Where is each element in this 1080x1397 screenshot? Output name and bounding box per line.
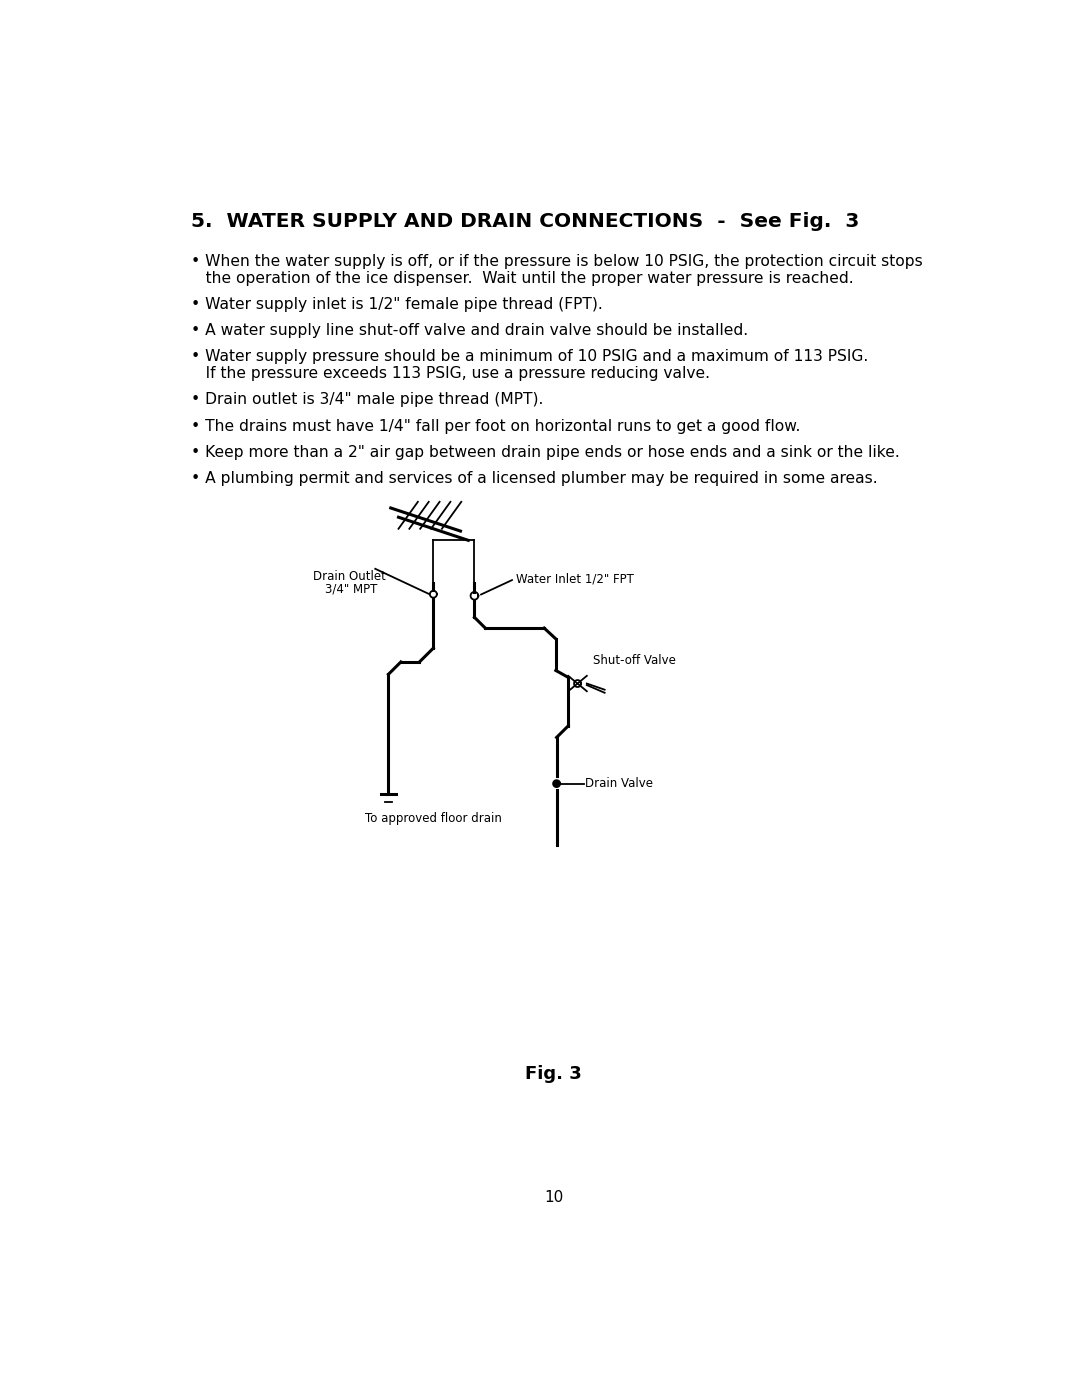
Text: Drain Outlet: Drain Outlet [313,570,387,583]
Text: Water Inlet 1/2" FPT: Water Inlet 1/2" FPT [516,573,634,585]
Text: Fig. 3: Fig. 3 [525,1065,582,1083]
Text: Drain Valve: Drain Valve [585,777,653,791]
Text: • A water supply line shut-off valve and drain valve should be installed.: • A water supply line shut-off valve and… [191,323,748,338]
Text: If the pressure exceeds 113 PSIG, use a pressure reducing valve.: If the pressure exceeds 113 PSIG, use a … [191,366,710,381]
Text: • Drain outlet is 3/4" male pipe thread (MPT).: • Drain outlet is 3/4" male pipe thread … [191,393,543,408]
Text: • The drains must have 1/4" fall per foot on horizontal runs to get a good flow.: • The drains must have 1/4" fall per foo… [191,419,800,433]
Text: 10: 10 [544,1190,563,1204]
Text: the operation of the ice dispenser.  Wait until the proper water pressure is rea: the operation of the ice dispenser. Wait… [191,271,853,286]
Text: Shut-off Valve: Shut-off Valve [593,654,676,666]
Text: 3/4" MPT: 3/4" MPT [325,583,377,595]
Text: • A plumbing permit and services of a licensed plumber may be required in some a: • A plumbing permit and services of a li… [191,471,877,486]
Text: • Water supply inlet is 1/2" female pipe thread (FPT).: • Water supply inlet is 1/2" female pipe… [191,298,603,312]
Polygon shape [554,781,559,787]
Text: • Water supply pressure should be a minimum of 10 PSIG and a maximum of 113 PSIG: • Water supply pressure should be a mini… [191,349,868,365]
Text: To approved floor drain: To approved floor drain [365,812,502,826]
Text: • When the water supply is off, or if the pressure is below 10 PSIG, the protect: • When the water supply is off, or if th… [191,254,922,268]
Text: 5.  WATER SUPPLY AND DRAIN CONNECTIONS  -  See Fig.  3: 5. WATER SUPPLY AND DRAIN CONNECTIONS - … [191,211,860,231]
Text: • Keep more than a 2" air gap between drain pipe ends or hose ends and a sink or: • Keep more than a 2" air gap between dr… [191,444,900,460]
